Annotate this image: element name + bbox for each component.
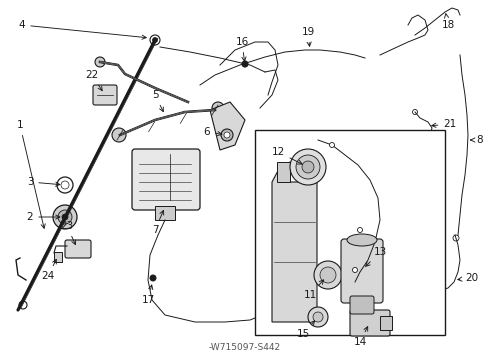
Text: -W715097-S442: -W715097-S442 — [209, 343, 281, 352]
Text: 2: 2 — [26, 212, 60, 222]
Circle shape — [224, 132, 230, 138]
Bar — [155, 206, 175, 220]
Circle shape — [329, 143, 335, 148]
Text: 9: 9 — [267, 267, 290, 277]
Circle shape — [212, 102, 224, 114]
Text: 21: 21 — [432, 119, 457, 129]
Text: 16: 16 — [235, 37, 248, 61]
Text: 4: 4 — [19, 20, 146, 39]
Text: 19: 19 — [301, 27, 315, 46]
Circle shape — [313, 312, 323, 322]
Text: 3: 3 — [26, 177, 60, 187]
Text: 24: 24 — [41, 260, 56, 281]
FancyBboxPatch shape — [341, 239, 383, 303]
Text: 20: 20 — [458, 273, 479, 283]
Circle shape — [314, 261, 342, 289]
Text: 5: 5 — [152, 90, 163, 112]
Text: 12: 12 — [271, 147, 302, 164]
Bar — [54, 252, 62, 262]
Circle shape — [296, 265, 310, 279]
Circle shape — [61, 181, 69, 189]
Circle shape — [453, 235, 459, 241]
Text: 8: 8 — [471, 135, 483, 145]
Circle shape — [308, 307, 328, 327]
Circle shape — [302, 161, 314, 173]
FancyBboxPatch shape — [350, 296, 374, 314]
Text: 13: 13 — [366, 247, 387, 266]
Circle shape — [150, 35, 160, 45]
Text: 6: 6 — [204, 127, 222, 137]
Text: 17: 17 — [142, 285, 155, 305]
Circle shape — [221, 129, 233, 141]
FancyBboxPatch shape — [281, 266, 309, 279]
FancyBboxPatch shape — [93, 85, 117, 105]
Bar — [380, 316, 392, 330]
Circle shape — [358, 228, 363, 233]
Circle shape — [152, 37, 157, 42]
Ellipse shape — [347, 234, 377, 246]
Circle shape — [57, 177, 73, 193]
Circle shape — [296, 228, 320, 252]
Text: 11: 11 — [303, 280, 323, 300]
Circle shape — [95, 57, 105, 67]
Bar — [255, 130, 445, 335]
Circle shape — [305, 237, 311, 243]
Circle shape — [150, 275, 156, 281]
FancyBboxPatch shape — [350, 310, 390, 336]
Circle shape — [19, 301, 27, 309]
Text: 23: 23 — [60, 221, 75, 244]
Text: 15: 15 — [296, 321, 315, 339]
Text: 1: 1 — [17, 120, 45, 228]
Text: 14: 14 — [353, 327, 368, 347]
Text: 22: 22 — [85, 70, 102, 91]
FancyBboxPatch shape — [132, 149, 200, 210]
Circle shape — [296, 155, 320, 179]
Circle shape — [422, 135, 427, 140]
Bar — [277, 162, 290, 182]
Circle shape — [62, 214, 68, 220]
Circle shape — [242, 61, 248, 67]
Circle shape — [112, 128, 126, 142]
Polygon shape — [272, 162, 317, 322]
Circle shape — [352, 267, 358, 273]
Circle shape — [320, 267, 336, 283]
Circle shape — [53, 205, 77, 229]
Circle shape — [58, 210, 72, 224]
FancyBboxPatch shape — [65, 240, 91, 258]
Circle shape — [290, 149, 326, 185]
Text: 18: 18 — [441, 14, 455, 30]
Circle shape — [301, 233, 315, 247]
Text: 10: 10 — [275, 233, 301, 243]
Text: 7: 7 — [152, 211, 164, 235]
Polygon shape — [210, 102, 245, 150]
Circle shape — [413, 109, 417, 114]
